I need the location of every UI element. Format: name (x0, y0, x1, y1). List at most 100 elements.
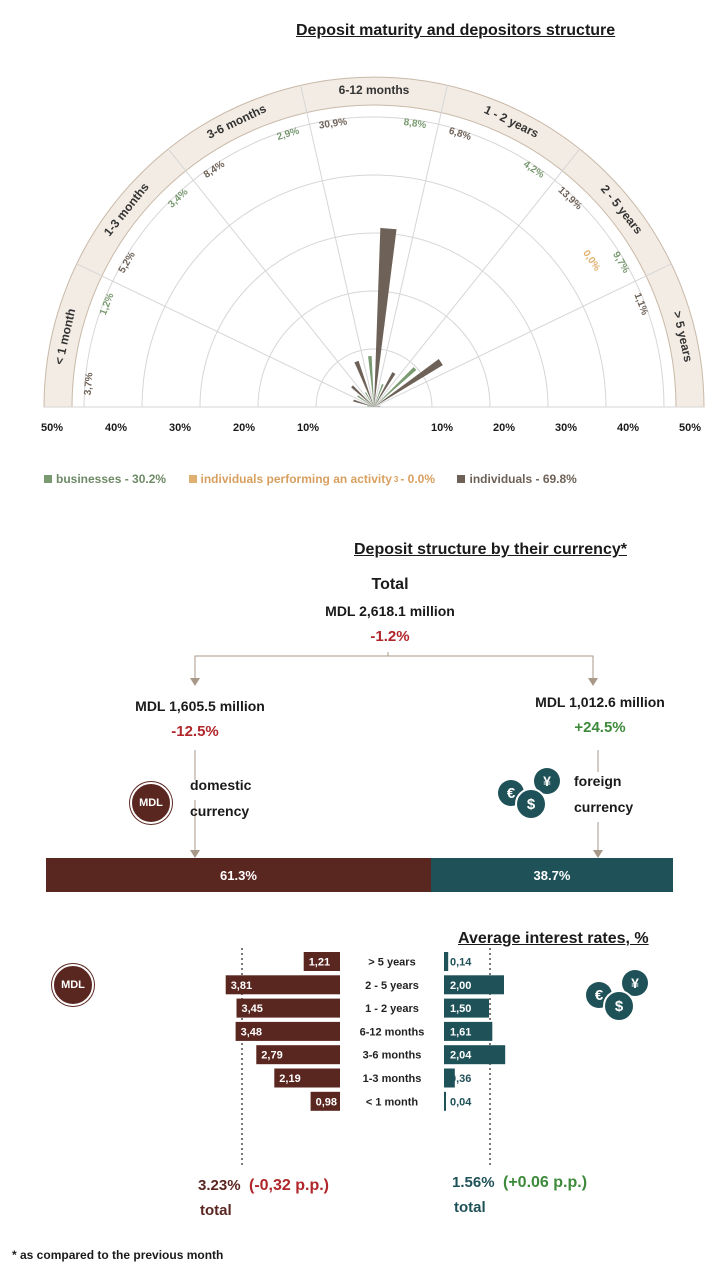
polar-wedge-business (365, 392, 374, 407)
polar-sector-line (167, 148, 375, 408)
share-segment-mdl: 61.3% (46, 858, 431, 892)
foreign-rate-label: 0,14 (450, 957, 472, 969)
mdl-total: 3.23% (-0,32 p.p.) (198, 1177, 329, 1195)
polar-sector-line (300, 85, 375, 408)
polar-grid-circle (83, 116, 665, 408)
mdl-rates-icon: MDL (52, 964, 94, 1006)
mdl-rate-bar (236, 998, 340, 1018)
mdl-rate-label: 1,21 (309, 957, 330, 969)
legend-individuals-label: individuals - 69.8% (469, 472, 577, 486)
foreign-rate-bar (444, 1021, 493, 1041)
polar-grid-circle (199, 232, 549, 408)
mdl-rate-label: 3,81 (231, 980, 252, 992)
polar-grid-circle (257, 290, 491, 408)
polar-value-label: 9,7% (610, 250, 631, 275)
polar-wedge-individual (354, 360, 374, 407)
polar-value-label: 4,2% (521, 159, 546, 181)
polar-chart-title: Deposit maturity and depositors structur… (296, 22, 616, 39)
arrow-foreign-bottom (593, 850, 603, 858)
polar-wedge-individual (374, 405, 381, 407)
polar-value-label: 1,1% (631, 292, 650, 317)
polar-value-label: 3,7% (83, 372, 96, 396)
rate-category-label: 3-6 months (363, 1050, 422, 1062)
foreign-rate-bar (444, 998, 489, 1018)
legend-individuals-activity-label: individuals performing an activity (200, 472, 392, 486)
legend-businesses-label: businesses - 30.2% (56, 472, 167, 486)
foreign-rate-bar (444, 952, 449, 971)
polar-sector-line (373, 148, 581, 408)
mdl-rate-bar (235, 1021, 340, 1041)
mdl-rate-label: 2,19 (279, 1073, 300, 1085)
polar-wedge-individual (353, 399, 374, 407)
share-label-mdl: 61.3% (220, 867, 257, 883)
mdl-rate-label: 3,48 (241, 1026, 262, 1038)
arrow-foreign-top (588, 678, 598, 686)
legend-superscript: 3 (393, 474, 399, 484)
foreign-rate-label: 2,04 (450, 1050, 472, 1062)
polar-wedge-business (374, 367, 417, 407)
polar-value-label: 1,2% (98, 291, 117, 316)
mdl-rate-bar (225, 975, 340, 995)
legend-individuals-activity: individuals performing an activity 3 - 0… (188, 472, 435, 486)
rate-category-label: 1-3 months (363, 1073, 422, 1085)
rate-category-label: < 1 month (366, 1096, 419, 1108)
radial-tick-label: 50% (40, 422, 64, 434)
domestic-label-1: domestic (190, 777, 252, 793)
polar-value-label: 8,4% (202, 159, 227, 181)
legend-swatch-individuals-activity (188, 475, 197, 483)
mdl-total-label: total (200, 1202, 232, 1219)
radial-tick-label: 10% (296, 422, 320, 434)
foreign-rates-icon: € ¥ $ (586, 970, 656, 1024)
rate-category-label: 2 - 5 years (365, 980, 419, 992)
radial-tick-label: 40% (104, 422, 128, 434)
legend-individuals: individuals - 69.8% (457, 472, 577, 486)
radial-tick-label: 50% (678, 422, 702, 434)
domestic-label-2: currency (190, 803, 250, 819)
share-segment-foreign: 38.7% (430, 858, 673, 892)
polar-value-label: 2,9% (276, 126, 301, 143)
polar-legend: businesses - 30.2% individuals performin… (44, 470, 595, 488)
radial-tick-label: 30% (168, 422, 192, 434)
foreign-amount: MDL 1,012.6 million (535, 694, 665, 710)
domestic-change: -12.5% (171, 723, 219, 740)
foreign-rate-bar (444, 1091, 446, 1111)
polar-value-label: 8,8% (403, 117, 427, 131)
polar-wedge-individual (374, 227, 397, 407)
foreign-label-1: foreign (574, 773, 622, 789)
domestic-amount: MDL 1,605.5 million (135, 698, 265, 714)
polar-sector-line (373, 263, 672, 408)
legend-swatch-individuals (457, 475, 466, 483)
radial-tick-row: 50% 40% 30% 20% 10% 10% 20% 30% 40% 50% (0, 422, 724, 438)
connector-total-foreign (388, 655, 594, 680)
polar-wedge-business (368, 356, 374, 407)
polar-value-label: 30,9% (318, 117, 348, 132)
currency-share-bar: 61.3% 38.7% (46, 858, 674, 892)
polar-value-label: 0,0% (580, 248, 602, 273)
mdl-rate-bar (310, 1091, 340, 1111)
dollar-icon-2: $ (603, 990, 635, 1022)
radial-tick-label: 10% (430, 422, 454, 434)
foreign-label-2: currency (574, 799, 634, 815)
total-amount: MDL 2,618.1 million (325, 603, 455, 619)
mdl-total-value: 3.23% (198, 1177, 241, 1194)
radial-tick-label: 20% (232, 422, 256, 434)
rate-category-label: > 5 years (368, 957, 415, 969)
legend-swatch-businesses (44, 475, 52, 483)
mdl-rate-label: 2,79 (261, 1050, 282, 1062)
polar-wedge-individual (351, 385, 374, 407)
polar-wedge-business (374, 383, 384, 407)
currency-chart-title: Deposit structure by their currency* (354, 541, 627, 558)
polar-wedge-individual (374, 358, 443, 407)
mdl-rate-bar (303, 952, 340, 971)
radial-tick-label: 40% (616, 422, 640, 434)
mdl-currency-icon: MDL (130, 782, 172, 824)
rates-chart: 1,21 0,14 > 5 years 3,81 2,00 2 - 5 years 3,45… (225, 948, 506, 1166)
foreign-rate-bar (444, 1068, 455, 1088)
foreign-change: +24.5% (574, 719, 626, 736)
foreign-rate-label: 2,00 (450, 980, 471, 992)
foreign-rate-label: 1,61 (450, 1026, 471, 1038)
rate-category-label: 6-12 months (360, 1026, 425, 1038)
polar-sector-line (373, 85, 448, 408)
polar-value-label: 5,2% (117, 250, 138, 275)
polar-outer-ring (43, 76, 705, 408)
